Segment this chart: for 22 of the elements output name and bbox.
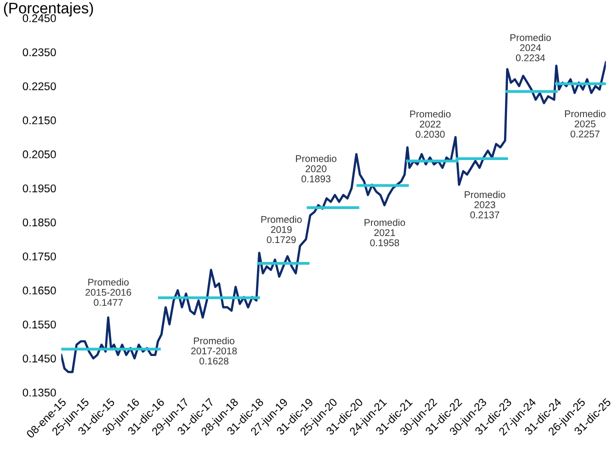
y-tick-label: 0.1850 xyxy=(22,218,56,226)
y-tick-label: 0.1550 xyxy=(22,320,56,328)
annotation: Promedio 2020 0.1893 xyxy=(296,154,336,182)
y-tick-label: 0.1450 xyxy=(22,354,56,362)
annotation: Promedio 2024 0.2234 xyxy=(510,34,551,62)
y-tick-label: 0.1750 xyxy=(22,252,56,260)
y-tick-label: 0.2150 xyxy=(22,116,56,124)
y-tick-label: 0.1650 xyxy=(22,286,56,294)
y-tick-label: 0.2350 xyxy=(22,48,56,56)
annotation: Promedio 2019 0.1729 xyxy=(261,216,302,244)
chart-title: (Porcentajes) xyxy=(4,2,93,16)
y-tick-label: 0.2250 xyxy=(22,82,56,90)
annotation: Promedio 2015-2016 0.1477 xyxy=(86,278,132,306)
annotation: Promedio 2017-2018 0.1628 xyxy=(191,337,237,364)
annotation: Promedio 2025 0.2257 xyxy=(565,110,606,138)
annotation: Promedio 2023 0.2137 xyxy=(464,190,506,218)
y-tick-label: 0.2050 xyxy=(22,150,56,158)
annotation: Promedio 2022 0.2030 xyxy=(410,110,451,138)
y-tick-label: 0.2450 xyxy=(22,14,56,22)
y-tick-label: 0.1350 xyxy=(22,388,56,397)
annotation: Promedio 2021 0.1958 xyxy=(364,218,406,246)
y-tick-label: 0.1950 xyxy=(22,184,56,192)
